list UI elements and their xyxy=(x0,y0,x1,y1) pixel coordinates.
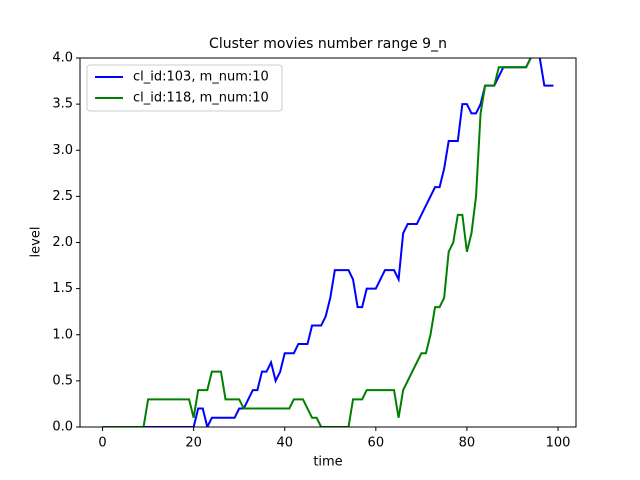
legend: cl_id:103, m_num:10 cl_id:118, m_num:10 xyxy=(86,64,283,112)
x-tick-label: 20 xyxy=(185,436,202,451)
y-tick-label: 4.0 xyxy=(52,51,73,66)
x-tick-label: 60 xyxy=(368,436,385,451)
x-axis-label: time xyxy=(313,455,342,470)
legend-label: cl_id:118, m_num:10 xyxy=(133,91,269,106)
y-tick-label: 1.5 xyxy=(52,281,73,296)
series-line xyxy=(102,58,554,427)
x-tick-label: 40 xyxy=(276,436,293,451)
x-tick-label: 0 xyxy=(98,436,106,451)
y-axis-label: level xyxy=(29,227,44,258)
y-tick-label: 1.0 xyxy=(52,327,73,342)
x-tick-label: 100 xyxy=(546,436,571,451)
y-tick-label: 2.0 xyxy=(52,235,73,250)
y-tick-label: 3.5 xyxy=(52,97,73,112)
series-line xyxy=(102,58,532,427)
legend-label: cl_id:103, m_num:10 xyxy=(133,70,269,85)
axes-frame xyxy=(79,57,577,428)
y-tick-label: 0.0 xyxy=(52,420,73,435)
chart-title: Cluster movies number range 9_n xyxy=(209,36,447,52)
plot-area xyxy=(102,58,554,427)
y-tick-label: 3.0 xyxy=(52,143,73,158)
y-tick-label: 0.5 xyxy=(52,373,73,388)
x-tick-label: 80 xyxy=(459,436,476,451)
legend-box xyxy=(86,64,283,112)
y-tick-label: 2.5 xyxy=(52,189,73,204)
